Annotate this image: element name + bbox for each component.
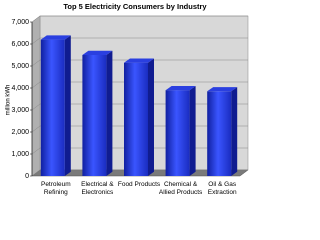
y-tick-label: 0 xyxy=(25,173,29,180)
bar-side xyxy=(106,50,113,176)
y-tick-label: 2,000 xyxy=(11,129,29,136)
bar xyxy=(165,90,190,176)
bar-side xyxy=(64,35,71,177)
bar-top xyxy=(124,58,154,63)
y-tick-label: 7,000 xyxy=(11,19,29,26)
grid-line xyxy=(31,81,248,89)
x-tick-label: Oil & Gas Extraction xyxy=(207,181,237,196)
side-wall xyxy=(31,15,41,177)
chart: Top 5 Electricity Consumers by Industry … xyxy=(6,2,249,180)
y-tick-label: 3,000 xyxy=(11,107,29,114)
chart-container: Top 5 Electricity Consumers by Industry … xyxy=(6,2,249,196)
y-tick-label: 1,000 xyxy=(11,151,29,158)
x-tick-label: Electrical & Electronics xyxy=(81,181,114,196)
x-tick-label: Food Products xyxy=(117,181,161,188)
bar xyxy=(40,39,65,176)
bar-side xyxy=(231,87,238,176)
grid-line xyxy=(31,59,248,67)
bar xyxy=(207,91,232,176)
bar xyxy=(124,62,148,177)
bar-side xyxy=(148,58,154,176)
bar-top xyxy=(165,86,196,91)
bar-top xyxy=(40,35,71,40)
y-axis-label: million kWh xyxy=(6,85,12,116)
bar xyxy=(82,55,107,176)
x-tick-label: Chemical & Allied Products xyxy=(158,181,203,196)
bar-top xyxy=(207,87,238,92)
x-tick-label: Petroleum Refining xyxy=(40,181,71,196)
bar-top xyxy=(82,50,113,55)
y-tick-label: 4,000 xyxy=(11,85,29,92)
grid-line xyxy=(31,15,248,23)
chart-title: Top 5 Electricity Consumers by Industry xyxy=(63,2,207,11)
grid-line xyxy=(31,37,248,45)
y-tick-label: 6,000 xyxy=(11,41,29,48)
y-tick-label: 5,000 xyxy=(11,63,29,70)
bar-side xyxy=(189,86,196,176)
